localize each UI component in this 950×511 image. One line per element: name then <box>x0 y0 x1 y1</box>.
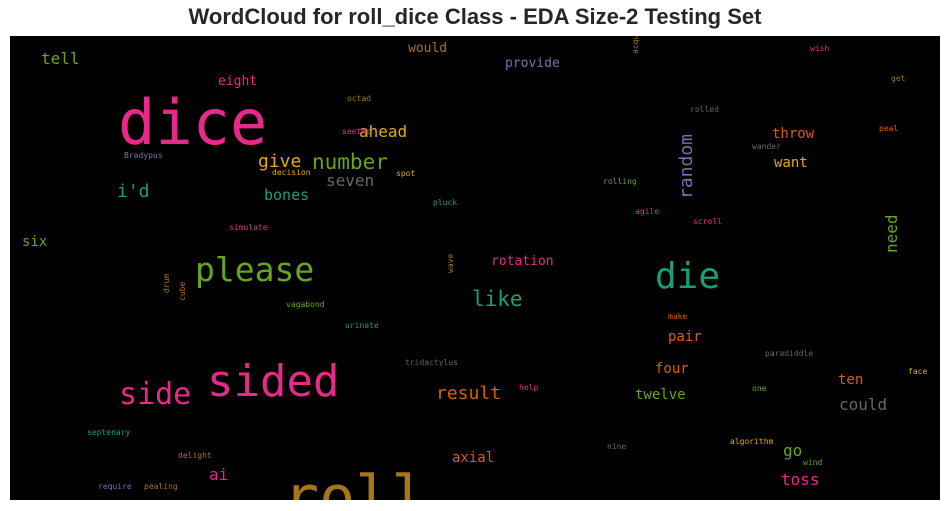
word-ten: ten <box>838 372 863 388</box>
word-i-d: i'd <box>117 181 150 202</box>
word-side: side <box>119 377 191 412</box>
word-wind: wind <box>803 458 822 467</box>
word-help: help <box>519 383 538 392</box>
word-ahead: ahead <box>359 122 407 141</box>
word-random: random <box>676 134 697 199</box>
word-pair: pair <box>668 329 702 345</box>
word-die: die <box>655 256 720 297</box>
word-sided: sided <box>207 356 339 407</box>
word-face: face <box>908 367 927 376</box>
word-provide: provide <box>505 56 560 71</box>
word-make: make <box>668 312 687 321</box>
word-rolling: rolling <box>603 177 637 186</box>
wordcloud-svg: dice roll sided die please side number random li… <box>22 36 927 500</box>
word-tridactylus: tridactylus <box>405 358 458 367</box>
word-pluck: pluck <box>433 198 457 207</box>
word-spot: spot <box>396 169 415 178</box>
word-scroll: scroll <box>693 217 722 226</box>
word-paradiddle: paradiddle <box>765 349 813 358</box>
word-urinate: urinate <box>345 321 379 330</box>
word-delight: delight <box>178 451 212 460</box>
wordcloud-panel: dice roll sided die please side number random li… <box>10 36 940 500</box>
word-one: one <box>752 384 767 393</box>
word-toss: toss <box>781 470 820 489</box>
word-algorithm: algorithm <box>730 437 774 446</box>
word-wander: wander <box>752 142 781 151</box>
word-dice: dice <box>118 86 267 159</box>
word-twelve: twelve <box>635 387 686 403</box>
word-four: four <box>655 361 689 377</box>
word-peal: peal <box>879 124 898 133</box>
word-give: give <box>258 151 301 172</box>
word-number: number <box>312 150 388 174</box>
word-pealing: pealing <box>144 482 178 491</box>
word-throw: throw <box>772 126 815 142</box>
word-roll: roll <box>283 463 428 500</box>
word-simulate: simulate <box>229 223 268 232</box>
word-acquire: acquire <box>631 36 640 54</box>
word-bradypus: Bradypus <box>124 151 163 160</box>
word-eight: eight <box>218 74 257 89</box>
word-septenary: septenary <box>87 428 131 437</box>
word-vagabond: vagabond <box>286 300 325 309</box>
word-wish: wish <box>810 44 829 53</box>
word-six: six <box>22 234 47 250</box>
word-get: get <box>891 74 906 83</box>
word-wave: wave <box>446 254 455 273</box>
word-bones: bones <box>264 186 309 204</box>
word-like: like <box>472 287 523 311</box>
word-seven: seven <box>326 171 374 190</box>
word-cube: cube <box>178 282 187 301</box>
word-drum: drum <box>162 274 171 293</box>
word-axial: axial <box>452 450 494 466</box>
word-decision: decision <box>272 168 311 177</box>
word-nine: nine <box>607 442 626 451</box>
word-need: need <box>882 214 901 253</box>
word-rotation: rotation <box>491 254 554 269</box>
chart-title: WordCloud for roll_dice Class - EDA Size… <box>188 4 762 29</box>
word-ai: ai <box>209 465 228 484</box>
word-octad: octad <box>347 94 371 103</box>
word-result: result <box>436 383 501 404</box>
word-require: require <box>98 482 132 491</box>
word-could: could <box>839 395 887 414</box>
word-go: go <box>783 441 802 460</box>
word-seethe: seethe <box>342 127 371 136</box>
word-rolled: rolled <box>690 105 719 114</box>
word-please: please <box>195 250 314 289</box>
word-tell: tell <box>41 49 80 68</box>
word-would: would <box>408 41 447 56</box>
word-agile: agile <box>635 207 659 216</box>
word-want: want <box>774 155 808 171</box>
